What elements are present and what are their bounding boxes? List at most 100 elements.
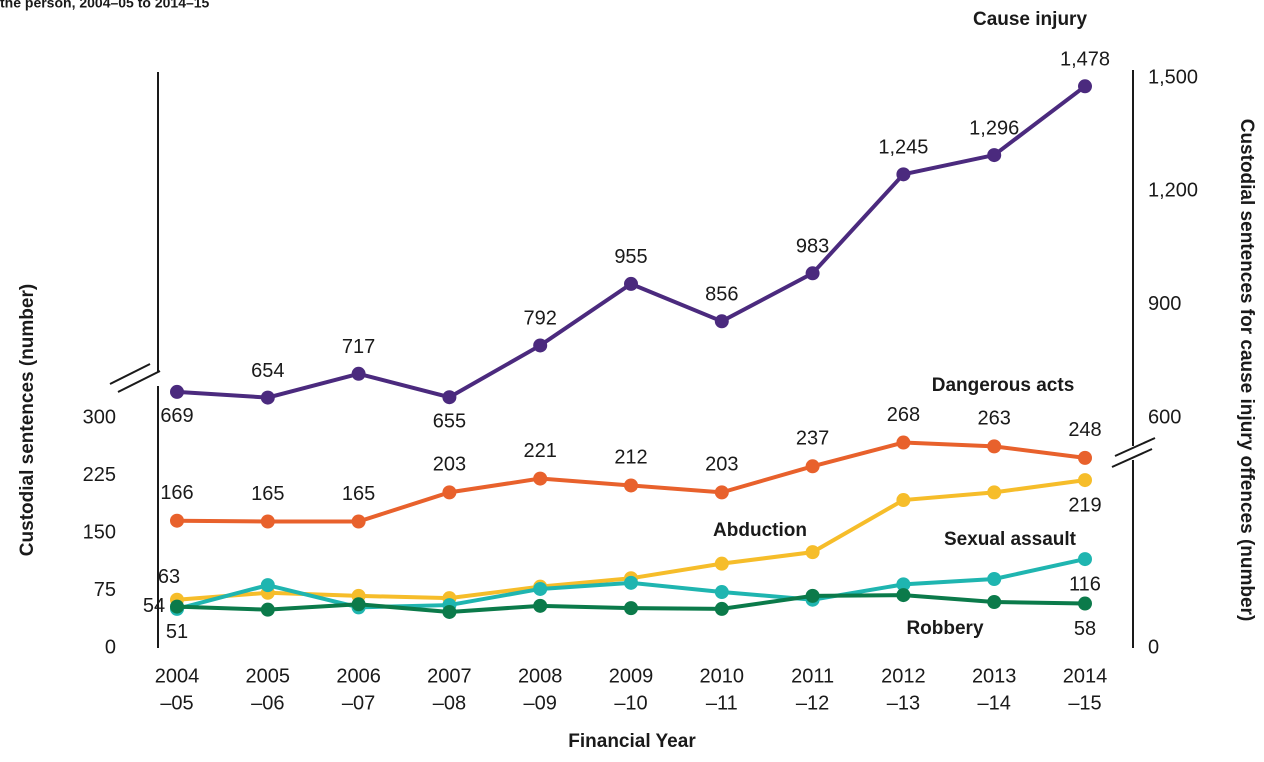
data-label: 203: [705, 454, 738, 476]
data-label: 51: [166, 621, 188, 643]
x-tick-label: 2011: [791, 665, 834, 687]
data-point: [624, 575, 638, 590]
data-label: 248: [1068, 419, 1101, 441]
data-label: 263: [978, 408, 1011, 430]
axis-break: [109, 363, 151, 385]
data-label: 166: [160, 482, 193, 504]
data-label: 237: [796, 428, 829, 450]
data-label: 165: [342, 483, 375, 505]
data-point: [714, 314, 729, 329]
y2-tick-label: 0: [1148, 636, 1159, 658]
x-tick-label: 2012: [881, 665, 926, 687]
data-point: [1078, 552, 1092, 567]
data-point: [170, 513, 184, 528]
x-tick-label: 2008: [518, 665, 563, 687]
data-point: [805, 459, 820, 474]
data-label: 54: [143, 595, 165, 617]
data-point: [351, 597, 366, 612]
x-tick-label: 2006: [336, 665, 381, 687]
data-point: [351, 514, 366, 529]
data-label: 219: [1068, 494, 1101, 516]
data-label: 655: [433, 411, 466, 433]
data-label: 955: [614, 246, 647, 268]
data-point: [260, 602, 275, 617]
data-point: [533, 338, 548, 353]
y-tick-label: 150: [83, 521, 116, 543]
data-point: [533, 581, 548, 596]
y-tick-label: 75: [94, 579, 116, 601]
data-point: [714, 585, 729, 600]
data-point: [170, 599, 184, 614]
y2-tick-label: 1,200: [1148, 180, 1198, 202]
data-point: [533, 471, 548, 486]
data-point: [351, 366, 366, 381]
data-label: 165: [251, 483, 284, 505]
axis-break: [1114, 437, 1156, 457]
data-point: [714, 485, 729, 500]
data-point: [896, 577, 911, 592]
data-label: 717: [342, 336, 375, 358]
data-point: [260, 390, 275, 405]
data-label: 212: [614, 447, 647, 469]
data-point: [170, 384, 184, 399]
x-tick-label: –11: [706, 692, 738, 714]
data-point: [987, 485, 1002, 500]
series-label: Robbery: [906, 618, 984, 639]
x-tick-label: –15: [1068, 692, 1101, 714]
y-tick-label: 225: [83, 464, 116, 486]
y2-axis-label: Custodial sentences for cause injury off…: [1236, 119, 1257, 622]
x-axis-label: Financial Year: [568, 731, 696, 752]
data-label: 58: [1074, 618, 1096, 640]
data-point: [987, 572, 1002, 586]
x-tick-label: 2014: [1063, 665, 1108, 687]
x-tick-label: 2007: [427, 665, 472, 687]
data-label: 268: [887, 404, 920, 426]
y2-tick-label: 900: [1148, 293, 1181, 315]
data-point: [896, 167, 911, 182]
x-tick-label: 2009: [609, 665, 654, 687]
data-label: 63: [158, 566, 180, 588]
data-label: 1,245: [878, 137, 928, 159]
x-tick-label: –07: [342, 692, 375, 714]
y2-tick-label: 1,500: [1148, 66, 1198, 88]
data-point: [896, 588, 911, 603]
data-label: 116: [1069, 573, 1101, 595]
x-tick-label: 2013: [972, 665, 1017, 687]
axis-break: [117, 370, 161, 393]
x-tick-label: 2005: [246, 665, 291, 687]
x-tick-label: –06: [251, 692, 284, 714]
data-label: 1,478: [1060, 49, 1110, 71]
data-point: [442, 604, 457, 619]
data-point: [987, 595, 1002, 609]
data-label: 654: [251, 360, 284, 382]
data-label: 983: [796, 236, 829, 258]
data-point: [896, 435, 911, 450]
data-point: [624, 276, 638, 291]
data-point: [533, 598, 548, 613]
data-point: [805, 545, 820, 560]
x-tick-label: –14: [978, 692, 1011, 714]
series-label: Cause injury: [973, 9, 1087, 30]
x-tick-label: –13: [887, 692, 920, 714]
data-point: [624, 478, 638, 493]
data-label: 669: [160, 405, 193, 427]
x-tick-label: 2004: [155, 665, 200, 687]
data-point: [714, 556, 729, 571]
data-point: [624, 601, 638, 616]
data-point: [1078, 596, 1092, 611]
data-label: 792: [524, 308, 557, 330]
x-tick-label: –05: [160, 692, 193, 714]
series-line: [176, 84, 1087, 400]
data-label: 856: [705, 284, 738, 306]
data-point: [442, 390, 457, 405]
data-label: 203: [433, 454, 466, 476]
data-point: [442, 485, 457, 500]
data-point: [1078, 79, 1092, 94]
y-axis-label: Custodial sentences (number): [17, 284, 38, 556]
data-point: [987, 439, 1002, 454]
x-tick-label: –08: [433, 692, 466, 714]
y-tick-label: 0: [105, 636, 116, 658]
data-point: [1078, 450, 1092, 465]
